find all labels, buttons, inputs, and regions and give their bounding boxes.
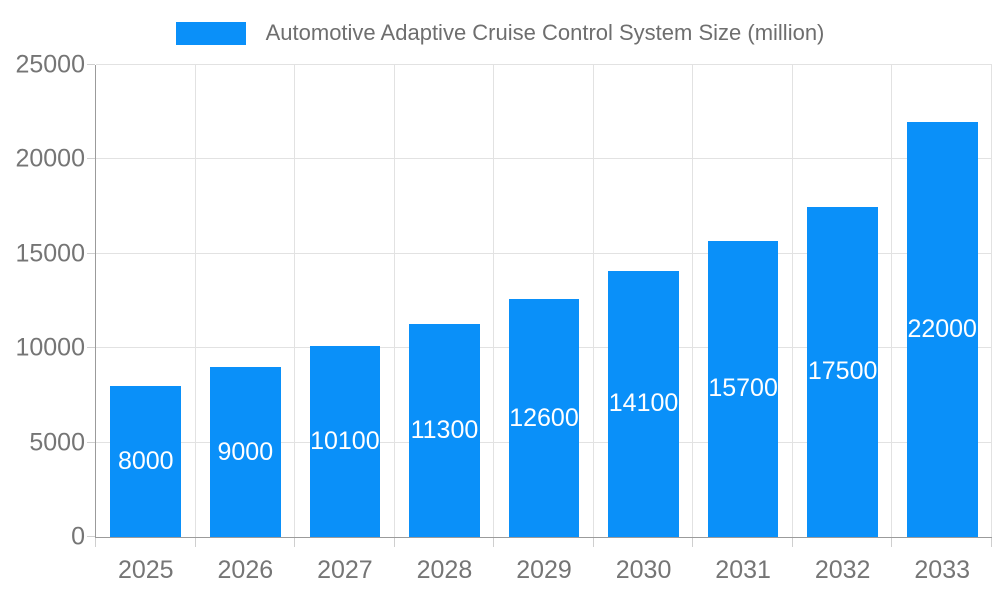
bar-value-label: 9000 xyxy=(217,437,274,466)
y-axis-label: 5000 xyxy=(29,428,85,457)
x-axis-label: 2029 xyxy=(516,556,572,584)
bar-2028: 11300 xyxy=(409,323,480,537)
bar-value-label: 8000 xyxy=(117,446,174,475)
x-axis-tick xyxy=(194,538,196,547)
x-axis-label: 2033 xyxy=(914,556,971,584)
bar-value-label: 17500 xyxy=(807,357,878,386)
y-axis-tick xyxy=(87,347,95,349)
y-axis-tick xyxy=(87,536,95,537)
y-axis-tick xyxy=(87,441,95,443)
x-axis-tick xyxy=(991,538,992,547)
y-axis-tick xyxy=(87,252,95,254)
x-axis-label: 2028 xyxy=(416,556,473,584)
y-axis-tick xyxy=(87,158,95,160)
y-axis-label: 20000 xyxy=(15,144,85,173)
x-axis-tick xyxy=(592,538,594,547)
x-axis-label: 2030 xyxy=(615,556,672,584)
gridline-vertical xyxy=(592,65,594,537)
bar-value-label: 22000 xyxy=(907,314,977,343)
x-axis-label: 2026 xyxy=(217,556,274,584)
gridline-vertical xyxy=(393,65,395,537)
gridline-vertical xyxy=(493,65,495,537)
x-axis-tick xyxy=(692,538,694,547)
y-axis-label: 25000 xyxy=(15,50,85,79)
bar-value-label: 11300 xyxy=(410,415,479,444)
gridline-vertical xyxy=(891,65,893,537)
bar-2029: 12600 xyxy=(508,299,580,537)
chart-legend: Automotive Adaptive Cruise Control Syste… xyxy=(0,14,1000,52)
bar-value-label: 12600 xyxy=(509,403,579,432)
gridline-vertical xyxy=(692,65,694,537)
x-axis-tick xyxy=(294,538,296,547)
bar-2026: 9000 xyxy=(209,367,281,537)
bar-2031: 15700 xyxy=(707,240,779,537)
x-axis-tick xyxy=(95,538,96,547)
x-axis-tick xyxy=(791,538,793,547)
x-axis-tick xyxy=(891,538,893,547)
x-axis-label: 2027 xyxy=(317,556,373,584)
legend-item[interactable]: Automotive Adaptive Cruise Control Syste… xyxy=(175,20,825,46)
y-axis-label: 0 xyxy=(71,522,85,551)
x-axis-label: 2025 xyxy=(117,556,174,584)
x-axis-label: 2031 xyxy=(715,556,771,584)
bar-2027: 10100 xyxy=(309,346,381,537)
legend-swatch-icon xyxy=(175,21,246,45)
y-axis-label: 15000 xyxy=(15,239,85,268)
bar-2030: 14100 xyxy=(608,270,679,537)
bar-value-label: 15700 xyxy=(708,374,778,403)
y-axis-label: 10000 xyxy=(15,333,85,362)
y-axis-tick xyxy=(87,64,95,65)
gridline-horizontal xyxy=(96,158,992,160)
x-axis-label: 2032 xyxy=(814,556,871,584)
gridline-vertical xyxy=(991,65,992,537)
x-axis-tick xyxy=(493,538,495,547)
gridline-vertical xyxy=(194,65,196,537)
bar-value-label: 10100 xyxy=(310,427,380,456)
bar-value-label: 14100 xyxy=(608,389,679,418)
bar-2032: 17500 xyxy=(807,206,878,537)
gridline-vertical xyxy=(294,65,296,537)
gridline-horizontal xyxy=(96,252,992,254)
gridline-horizontal xyxy=(96,64,992,65)
x-axis-tick xyxy=(393,538,395,547)
bar-2025: 8000 xyxy=(110,385,182,537)
gridline-vertical xyxy=(791,65,793,537)
plot-area: 0 5000 10000 15000 20000 25000 8000 2025 9000 202… xyxy=(15,52,992,583)
bar-2033: 22000 xyxy=(906,121,978,537)
legend-label: Automotive Adaptive Cruise Control Syste… xyxy=(265,20,825,45)
